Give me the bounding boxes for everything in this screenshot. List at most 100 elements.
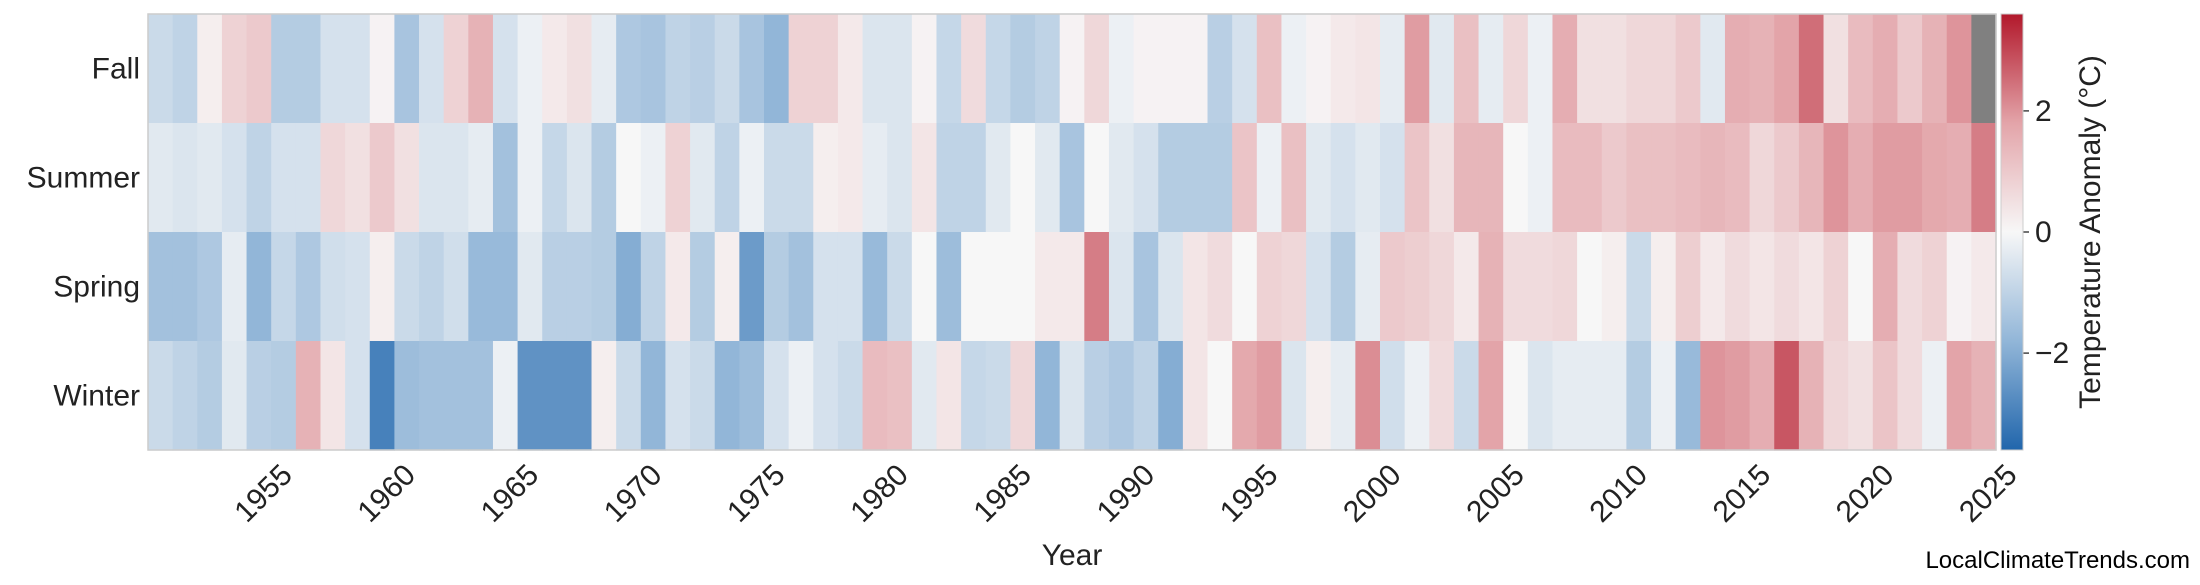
heatmap-cell xyxy=(887,14,913,124)
heatmap-cell xyxy=(221,123,248,233)
colorbar-tick-label: −2 xyxy=(2035,337,2069,370)
heatmap-cell xyxy=(1010,341,1036,451)
heatmap-cell xyxy=(566,14,593,124)
heatmap-cell xyxy=(764,14,790,124)
heatmap-cell xyxy=(1503,14,1529,124)
heatmap-cell xyxy=(1256,341,1283,451)
heatmap-cell xyxy=(1306,341,1332,451)
heatmap-cell xyxy=(690,123,716,233)
heatmap-cell xyxy=(1651,341,1677,451)
heatmap-cell xyxy=(714,123,740,233)
heatmap-cell xyxy=(1059,341,1085,451)
heatmap-cell xyxy=(566,123,593,233)
heatmap-cell xyxy=(1798,14,1825,124)
plot-frame xyxy=(147,13,1997,451)
heatmap-cell xyxy=(1848,14,1874,124)
heatmap-cell xyxy=(1158,14,1184,124)
heatmap-cell xyxy=(1946,341,1972,451)
heatmap-cell xyxy=(1306,232,1332,342)
heatmap-cell xyxy=(1035,14,1061,124)
heatmap-cell xyxy=(542,341,568,451)
heatmap-cell xyxy=(1971,123,1997,233)
heatmap-cell xyxy=(1922,232,1948,342)
row-label: Spring xyxy=(53,271,140,304)
heatmap-cell xyxy=(1330,14,1356,124)
heatmap-cell xyxy=(246,14,272,124)
heatmap-cell xyxy=(443,341,469,451)
row-labels: Fall Summer Spring Winter xyxy=(27,53,140,413)
heatmap-cell xyxy=(492,123,519,233)
heatmap-cell xyxy=(739,123,765,233)
heatmap-cell xyxy=(1453,14,1480,124)
heatmap-cell xyxy=(936,123,962,233)
heatmap-cell xyxy=(295,232,322,342)
heatmap-cell xyxy=(419,341,445,451)
heatmap-cell xyxy=(1601,123,1627,233)
heatmap-cell xyxy=(1749,341,1775,451)
heatmap-cell xyxy=(1798,123,1825,233)
heatmap-cell xyxy=(1922,14,1948,124)
heatmap-cell xyxy=(1084,123,1110,233)
x-axis-label: Year xyxy=(1042,539,1103,572)
heatmap-cell xyxy=(1601,14,1627,124)
heatmap-cell xyxy=(369,14,395,124)
x-tick-label: 1995 xyxy=(1214,458,1285,529)
heatmap-cell xyxy=(985,123,1011,233)
heatmap-cell xyxy=(1232,14,1258,124)
heatmap-cell xyxy=(1577,232,1603,342)
heatmap-cell xyxy=(271,14,297,124)
heatmap-cell xyxy=(517,232,543,342)
heatmap-cell xyxy=(1478,123,1504,233)
heatmap-cell xyxy=(665,14,691,124)
heatmap-cell xyxy=(468,14,494,124)
heatmap-cell xyxy=(911,341,938,451)
x-tick-label: 1965 xyxy=(475,458,546,529)
heatmap-cell xyxy=(468,123,494,233)
heatmap-cell xyxy=(1774,341,1800,451)
heatmap-cell xyxy=(1232,341,1258,451)
heatmap-cell xyxy=(271,341,297,451)
heatmap-cell xyxy=(246,123,272,233)
x-tick-label: 1990 xyxy=(1091,458,1162,529)
heatmap-cell xyxy=(887,341,913,451)
heatmap-cell xyxy=(961,14,987,124)
heatmap-cell xyxy=(419,232,445,342)
heatmap-cell xyxy=(172,14,198,124)
heatmap-cell xyxy=(739,341,765,451)
heatmap-cell xyxy=(320,341,346,451)
heatmap-cell xyxy=(1527,232,1554,342)
heatmap-cell xyxy=(1108,14,1135,124)
heatmap-cell xyxy=(1971,341,1997,451)
heatmap-cell xyxy=(1380,14,1406,124)
heatmap-cell xyxy=(1897,123,1923,233)
heatmap-cell xyxy=(1478,341,1504,451)
heatmap-cell xyxy=(837,341,864,451)
heatmap-cell xyxy=(936,232,962,342)
heatmap-cell xyxy=(1404,14,1430,124)
heatmap-cell xyxy=(764,341,790,451)
heatmap-cell xyxy=(295,341,322,451)
heatmap-cell xyxy=(1035,232,1061,342)
heatmap-cell xyxy=(887,123,913,233)
heatmap-cell xyxy=(443,14,469,124)
heatmap-cell xyxy=(1798,232,1825,342)
row-label: Winter xyxy=(53,380,140,413)
heatmap-cell xyxy=(1675,232,1701,342)
heatmap-cell xyxy=(764,232,790,342)
heatmap-cell xyxy=(1700,232,1726,342)
heatmap-cell xyxy=(1946,14,1972,124)
heatmap-cell xyxy=(566,232,593,342)
heatmap-cell xyxy=(1059,14,1085,124)
heatmap-cell xyxy=(665,341,691,451)
heatmap-cell xyxy=(1774,123,1800,233)
heatmap-cell xyxy=(1774,14,1800,124)
heatmap-cell xyxy=(1010,14,1036,124)
heatmap-cell xyxy=(961,341,987,451)
heatmap-cell xyxy=(961,232,987,342)
heatmap-cell xyxy=(1872,232,1899,342)
heatmap-cell xyxy=(148,232,174,342)
heatmap-cell xyxy=(1256,232,1283,342)
heatmap-cell xyxy=(1059,232,1085,342)
heatmap-cell xyxy=(813,123,839,233)
heatmap-cell xyxy=(1675,341,1701,451)
